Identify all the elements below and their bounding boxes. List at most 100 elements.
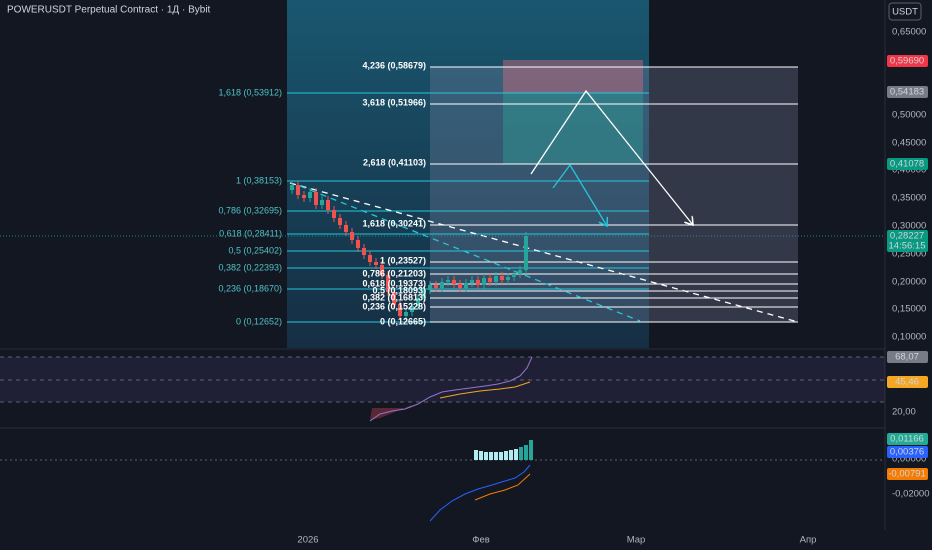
price-tick: 0,15000 — [892, 304, 926, 315]
candle — [338, 218, 342, 225]
time-label: Мар — [627, 535, 646, 546]
candle — [452, 280, 456, 284]
time-label: Апр — [800, 535, 817, 546]
candle — [314, 192, 318, 205]
price-tick: 0,50000 — [892, 110, 926, 121]
fib-right-lines — [430, 66, 798, 323]
fib-label: 0 (0,12665) — [380, 316, 426, 326]
price-tick: 0,10000 — [892, 332, 926, 343]
candle — [362, 248, 366, 255]
candle — [296, 185, 300, 195]
macd-tag-bg — [887, 446, 928, 458]
fib-label: 0,618 (0,19373) — [362, 278, 426, 288]
candle — [392, 292, 396, 305]
candle — [506, 277, 510, 280]
macd-tag: 0,00376 — [890, 447, 924, 458]
fib-label: 0,382 (0,22393) — [218, 262, 282, 272]
price-tag-bg — [887, 86, 928, 98]
projection-arrow — [530, 89, 693, 225]
macd-line — [429, 464, 531, 522]
price-tick: 0,30000 — [892, 221, 926, 232]
stop-zone — [503, 60, 643, 93]
candle — [482, 278, 486, 285]
time-label: 2026 — [297, 535, 318, 546]
macd-tag: -0,00791 — [888, 469, 926, 480]
fib-label: 3,618 (0,51966) — [362, 97, 426, 107]
fib-label: 0,236 (0,15228) — [362, 301, 426, 311]
rsi-band — [0, 357, 885, 402]
candle — [356, 240, 360, 248]
fib-label: 0,618 (0,28411) — [219, 228, 282, 238]
time-label: Фев — [472, 535, 490, 546]
price-tag-bg — [887, 55, 928, 67]
candle — [404, 312, 408, 316]
fib-label: 0,236 (0,18670) — [218, 283, 282, 293]
candle — [458, 284, 462, 288]
price-tick: 0,45000 — [892, 138, 926, 149]
candle — [428, 285, 432, 290]
candle — [518, 270, 522, 274]
candle — [476, 280, 480, 285]
macd-tag: 0,01166 — [890, 434, 924, 445]
price-tick: 0,25000 — [892, 249, 926, 260]
candle — [440, 282, 444, 288]
rsi-line — [369, 356, 533, 422]
rsi-tick: 20,00 — [892, 407, 916, 418]
candle — [500, 276, 504, 280]
candle — [302, 195, 306, 198]
candle — [308, 192, 312, 198]
rsi-tag: 68,07 — [895, 352, 919, 363]
candle — [422, 290, 426, 298]
candles — [290, 181, 528, 320]
price-tag: 0,59690 — [890, 56, 924, 67]
macd-tick: -0,02000 — [892, 489, 930, 500]
rsi-fill — [370, 405, 412, 420]
rsi-ma — [439, 381, 531, 399]
candle — [332, 210, 336, 218]
candle — [524, 236, 528, 270]
price-axis: 0,65000 0,50000 0,45000 0,40000 0,35000 0,300… — [887, 27, 930, 500]
rsi-levels — [0, 356, 885, 403]
candle — [344, 225, 348, 232]
candle — [512, 274, 516, 277]
fib-label: 0,5 (0,18093) — [372, 285, 426, 295]
fib-label: 1 (0,38153) — [236, 175, 282, 185]
candle — [446, 280, 450, 282]
candle — [488, 278, 492, 282]
fib-label: 0,786 (0,21203) — [362, 268, 426, 278]
macd-tick: 0,00000 — [892, 454, 926, 465]
price-tick: 0,40000 — [892, 165, 926, 176]
last-price: 0,28227 — [890, 231, 924, 242]
price-tick: 0,20000 — [892, 277, 926, 288]
fib-label: 0,382 (0,16813) — [362, 292, 426, 302]
fib-label: 0,786 (0,32695) — [218, 205, 282, 215]
candle — [470, 280, 474, 283]
macd-tag-bg — [887, 433, 928, 445]
currency-button[interactable] — [888, 2, 922, 21]
price-tag: 0,41078 — [890, 159, 924, 170]
candle — [398, 305, 402, 316]
fib-label: 2,618 (0,41103) — [363, 157, 426, 167]
price-tag: 0,54183 — [890, 87, 924, 98]
candle — [464, 283, 468, 288]
candle — [368, 255, 372, 262]
last-price-bg — [887, 230, 928, 252]
price-tag-bg — [887, 158, 928, 170]
candle — [350, 232, 354, 240]
candle — [434, 285, 438, 288]
candle — [410, 306, 414, 312]
projection-arrow-teal — [552, 163, 607, 226]
signal-line — [474, 473, 531, 501]
price-tick: 0,65000 — [892, 27, 926, 38]
macd-histogram — [474, 440, 533, 460]
candle — [374, 262, 378, 265]
currency-label[interactable]: USDT — [892, 7, 918, 18]
rsi-tag-bg — [887, 376, 928, 388]
fib-label: 1 (0,23527) — [380, 255, 426, 265]
fib-label: 0 (0,12652) — [236, 316, 282, 326]
candle — [320, 200, 324, 205]
candle — [494, 276, 498, 282]
trend-dashed-teal — [299, 185, 641, 322]
fib-label: 1,618 (0,30241) — [362, 218, 426, 228]
